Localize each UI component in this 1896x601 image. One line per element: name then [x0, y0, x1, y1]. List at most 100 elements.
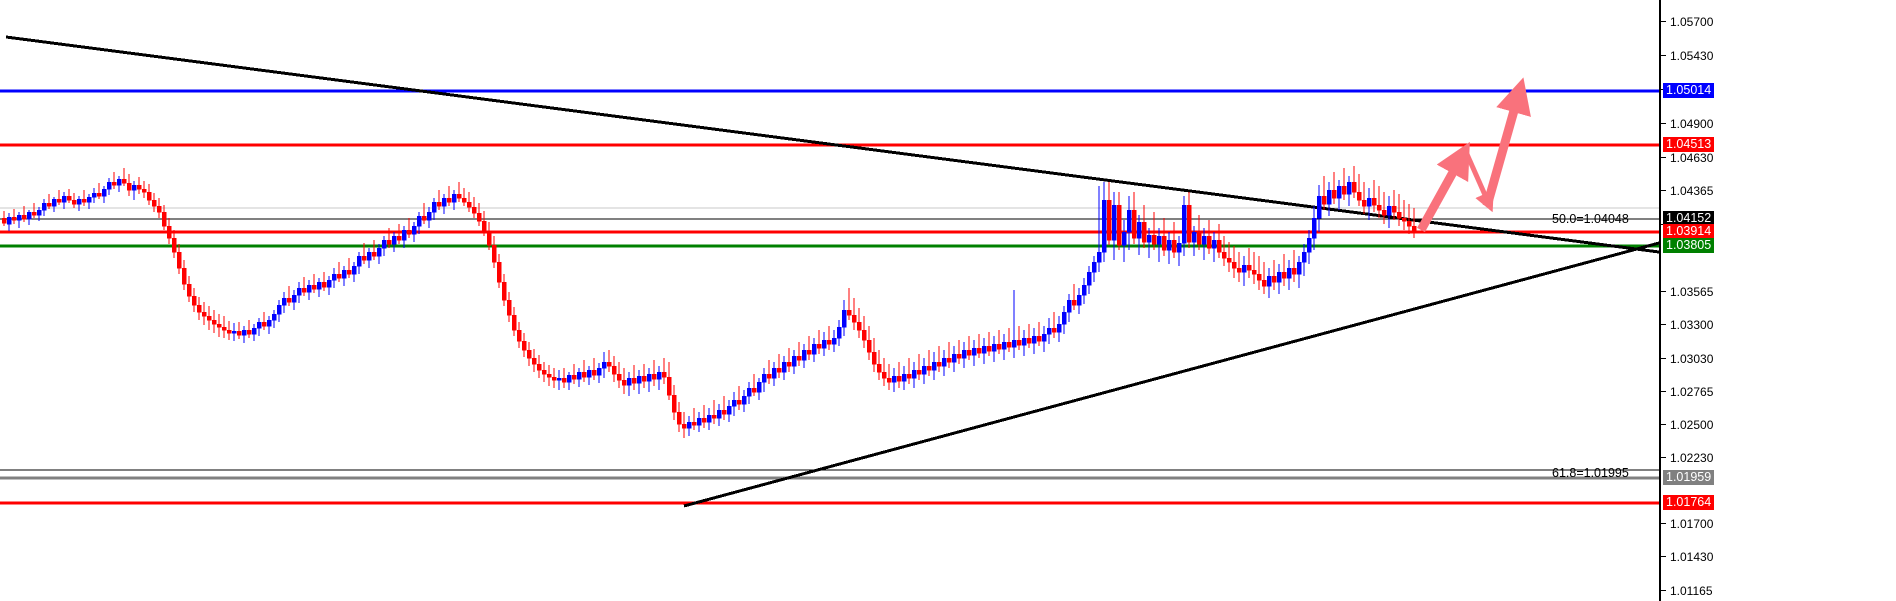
candlestick	[271, 310, 277, 328]
candlestick	[1021, 330, 1027, 356]
candlestick	[851, 298, 857, 330]
candlestick	[1156, 228, 1162, 262]
candle-body	[1401, 217, 1407, 222]
candle-body	[86, 196, 92, 203]
candle-body	[391, 235, 397, 245]
current-price-badge[interactable]: 1.04152	[1663, 211, 1715, 226]
candle-body	[981, 345, 987, 354]
candlestick	[476, 203, 482, 226]
candlestick	[781, 356, 787, 380]
candlestick	[66, 189, 72, 203]
candlestick	[551, 368, 557, 388]
candle-body	[441, 197, 447, 207]
candle-body	[331, 273, 337, 281]
tick-dash-icon	[1661, 523, 1666, 524]
tick-dash-icon	[1661, 291, 1666, 292]
candlestick	[1276, 264, 1282, 294]
candle-body	[846, 309, 852, 316]
candlestick	[1216, 224, 1222, 258]
candlestick	[276, 300, 282, 322]
candlestick	[36, 207, 42, 221]
candlestick	[261, 312, 267, 330]
candlestick	[296, 282, 302, 303]
candle-body	[1031, 335, 1037, 344]
candle-body	[396, 235, 402, 241]
candlestick	[96, 183, 102, 199]
candlestick	[1146, 228, 1152, 258]
candlestick	[166, 218, 172, 244]
candle-body	[806, 349, 812, 355]
candlestick	[41, 199, 47, 216]
candle-body	[231, 330, 237, 334]
candle-body	[1161, 235, 1167, 251]
candle-body	[1241, 264, 1247, 273]
candle-body	[26, 211, 32, 220]
candle-body	[556, 377, 562, 381]
candle-body	[691, 421, 697, 426]
candlestick	[466, 192, 472, 212]
candlestick	[1316, 185, 1322, 232]
candle-body	[146, 191, 152, 201]
candlestick	[251, 324, 257, 341]
candlestick	[211, 310, 217, 333]
grey-level-badge[interactable]: 1.01959	[1663, 470, 1715, 485]
candle-body	[481, 220, 487, 232]
candle-body	[361, 255, 367, 261]
candle-body	[1321, 195, 1327, 205]
candle-body	[1291, 267, 1297, 275]
candle-body	[1311, 217, 1317, 239]
candlestick	[341, 266, 347, 286]
candle-body	[1246, 264, 1252, 271]
axis-tick-label: 1.01700	[1670, 517, 1714, 531]
candle-body	[851, 314, 857, 323]
candle-body	[1271, 275, 1277, 283]
candle-body	[156, 205, 162, 213]
candle-body	[496, 261, 502, 283]
candle-body	[476, 212, 482, 222]
candle-body	[456, 193, 462, 199]
candlestick	[876, 350, 882, 380]
candlestick	[1236, 252, 1242, 282]
candle-body	[1281, 271, 1287, 279]
candle-body	[1096, 251, 1102, 263]
candlestick	[741, 390, 747, 412]
candlestick	[291, 290, 297, 310]
candlestick	[571, 364, 577, 384]
support-red-lower-badge[interactable]: 1.03914	[1663, 224, 1715, 239]
price-axis[interactable]: 1.057001.054301.051651.049001.046301.043…	[1659, 0, 1896, 601]
candlestick	[1191, 226, 1197, 256]
candlestick	[116, 176, 122, 192]
candle-body	[1041, 333, 1047, 342]
resistance-red-upper-badge[interactable]: 1.04513	[1663, 137, 1715, 152]
candle-body	[1251, 269, 1257, 275]
candle-body	[206, 315, 212, 321]
candlestick	[51, 197, 57, 212]
chart-plot-area[interactable]: 50.0=1.04048 61.8=1.01995	[0, 0, 1659, 601]
candle-body	[1296, 261, 1302, 275]
candlestick	[46, 194, 52, 209]
candlestick	[996, 330, 1002, 354]
candle-body	[776, 367, 782, 373]
candlestick	[16, 212, 22, 228]
candle-body	[946, 357, 952, 363]
candlestick	[6, 213, 12, 231]
candlestick	[81, 190, 87, 206]
trend-lines-group	[5, 35, 1659, 508]
candlestick	[746, 382, 752, 404]
candle-body	[536, 363, 542, 371]
support-green-badge[interactable]: 1.03805	[1663, 238, 1715, 253]
candle-body	[386, 239, 392, 245]
candle-body	[936, 361, 942, 367]
candlestick	[776, 354, 782, 378]
chart-canvas[interactable]	[0, 0, 1659, 601]
candlestick	[1221, 236, 1227, 266]
candle-body	[991, 343, 997, 352]
candle-body	[221, 326, 227, 331]
candlestick	[106, 178, 112, 195]
candlestick	[356, 252, 362, 274]
candle-body	[751, 387, 757, 393]
resistance-blue-badge[interactable]: 1.05014	[1663, 83, 1715, 98]
candle-body	[1196, 231, 1202, 245]
support-red-bottom-badge[interactable]: 1.01764	[1663, 495, 1715, 510]
candlestick	[171, 230, 177, 258]
